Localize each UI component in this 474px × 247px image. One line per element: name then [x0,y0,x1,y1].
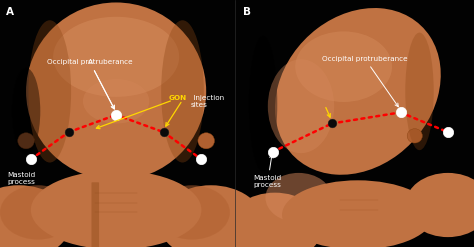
Ellipse shape [12,68,40,154]
Text: A: A [88,60,114,109]
Text: GON: GON [168,95,186,101]
Ellipse shape [275,8,441,175]
Text: Injection
sites: Injection sites [191,95,224,108]
Ellipse shape [228,193,322,247]
FancyBboxPatch shape [337,191,382,247]
Point [328,122,336,125]
Ellipse shape [161,20,204,163]
Point [27,157,35,161]
Point [112,113,120,117]
Point [397,110,404,114]
Ellipse shape [31,170,201,247]
Ellipse shape [0,185,71,247]
Ellipse shape [405,173,474,237]
Point [198,157,205,161]
Bar [235,0,474,247]
Ellipse shape [407,129,422,143]
Text: Mastoid
process: Mastoid process [254,154,282,188]
Point [269,150,276,154]
Point [444,130,452,134]
Ellipse shape [198,133,214,149]
Ellipse shape [268,59,334,153]
Ellipse shape [265,173,332,222]
Ellipse shape [154,185,230,240]
Bar [0,0,235,247]
Text: Occipital protruberance: Occipital protruberance [47,60,133,109]
Ellipse shape [282,180,434,247]
Point [65,130,73,134]
Text: B: B [243,7,251,17]
Ellipse shape [295,31,392,102]
FancyBboxPatch shape [91,182,99,247]
Text: Occipital protruberance: Occipital protruberance [322,56,408,107]
Text: A: A [6,7,14,17]
Ellipse shape [0,185,76,240]
Point [160,130,167,134]
Ellipse shape [405,33,434,150]
FancyBboxPatch shape [90,182,142,247]
Ellipse shape [159,185,263,247]
Ellipse shape [18,133,35,149]
Ellipse shape [53,17,179,97]
Ellipse shape [83,79,149,124]
Ellipse shape [26,2,206,180]
Ellipse shape [28,20,71,163]
Ellipse shape [249,36,277,172]
Text: Mastoid
process: Mastoid process [7,172,36,185]
